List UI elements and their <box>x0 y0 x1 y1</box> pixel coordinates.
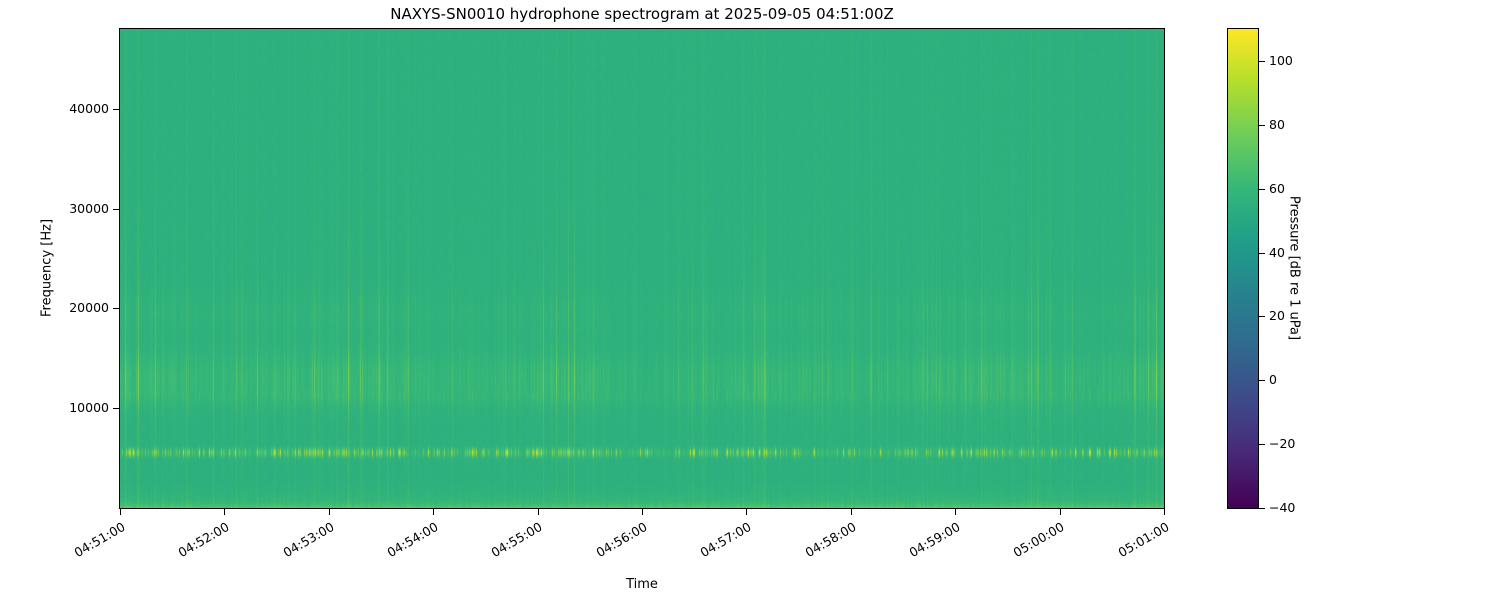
x-tick-label-text: 04:54:00 <box>384 519 441 561</box>
x-tick-label-text: 04:56:00 <box>593 519 650 561</box>
x-tick-mark <box>328 509 330 515</box>
colorbar-tick-label: 100 <box>1269 52 1293 68</box>
colorbar-canvas <box>1228 29 1258 508</box>
y-tick-mark <box>113 208 120 210</box>
chart-title: NAXYS-SN0010 hydrophone spectrogram at 2… <box>390 5 894 23</box>
colorbar-tick-label: −40 <box>1269 500 1296 515</box>
x-tick-mark <box>120 509 121 515</box>
x-tick-label-text: 04:59:00 <box>906 519 963 561</box>
x-tick-mark <box>850 509 852 515</box>
y-tick-label: 10000 <box>69 400 109 416</box>
colorbar-tick-label: 60 <box>1269 180 1285 196</box>
x-tick-mark <box>955 509 957 515</box>
y-tick-label: 20000 <box>69 300 109 316</box>
colorbar-tick-label: 0 <box>1269 372 1277 388</box>
y-tick-mark <box>113 308 120 310</box>
x-tick-label-text: 04:51:00 <box>71 519 128 561</box>
x-tick-label-text: 04:53:00 <box>280 519 337 561</box>
x-tick-mark <box>433 509 435 515</box>
x-tick-label-text: 04:57:00 <box>697 519 754 561</box>
x-tick-label-text: 05:00:00 <box>1010 519 1068 561</box>
x-tick-label-text: 04:55:00 <box>488 519 546 561</box>
colorbar-tick-mark <box>1259 316 1265 318</box>
y-tick-mark <box>113 108 120 110</box>
x-tick-mark <box>746 509 748 515</box>
colorbar-tick-mark <box>1259 444 1265 446</box>
x-tick-label-text: 04:52:00 <box>175 519 232 561</box>
y-tick-label: 30000 <box>69 200 109 216</box>
spectrogram-plot-area <box>119 28 1165 509</box>
colorbar-tick-mark <box>1259 188 1265 190</box>
colorbar-tick-mark <box>1259 124 1265 126</box>
x-axis-label: Time <box>626 577 658 592</box>
colorbar-tick-mark <box>1259 252 1265 254</box>
x-tick-label-text: 05:01:00 <box>1115 519 1172 561</box>
y-tick-mark <box>113 408 120 410</box>
colorbar-tick-mark <box>1259 508 1265 509</box>
colorbar-tick-mark <box>1259 380 1265 382</box>
colorbar-tick-label: −20 <box>1269 436 1296 452</box>
x-tick-mark <box>1164 509 1165 515</box>
y-tick-label: 40000 <box>69 100 109 116</box>
x-tick-label-text: 04:58:00 <box>802 519 859 561</box>
colorbar-tick-label: 20 <box>1269 308 1285 324</box>
x-tick-mark <box>224 509 226 515</box>
x-tick-mark <box>1059 509 1061 515</box>
spectrogram-canvas <box>120 29 1164 508</box>
colorbar-tick-mark <box>1259 60 1265 62</box>
colorbar-tick-label: 40 <box>1269 244 1285 260</box>
colorbar <box>1227 28 1259 509</box>
x-tick-mark <box>642 509 643 515</box>
colorbar-tick-label: 80 <box>1269 116 1285 132</box>
colorbar-label: Pressure [dB re 1 uPa] <box>1286 195 1302 341</box>
x-tick-mark <box>537 509 539 515</box>
